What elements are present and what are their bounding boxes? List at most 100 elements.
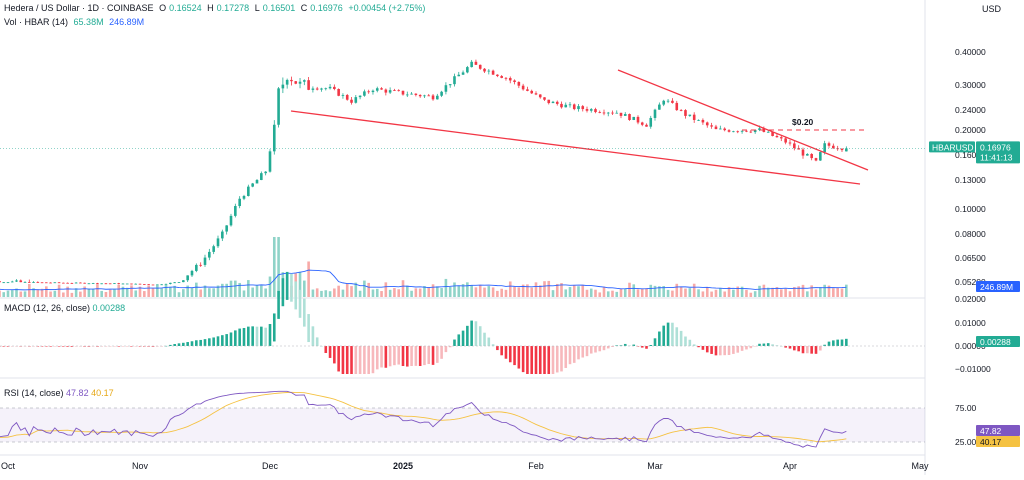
resistance-label: $0.20 <box>792 117 814 127</box>
candle-body <box>371 90 375 93</box>
candle-body <box>487 70 491 72</box>
macd-bar <box>294 281 298 310</box>
macd-bar <box>466 325 469 346</box>
macd-bar <box>173 343 176 346</box>
volume-bar <box>444 278 448 297</box>
candle-body <box>143 284 146 285</box>
macd-bar <box>410 346 413 366</box>
macd-bar <box>701 346 705 350</box>
candle-body <box>23 282 27 283</box>
candle-body <box>91 283 95 284</box>
candle-body <box>547 99 551 104</box>
macd-bar <box>551 346 555 374</box>
macd-bar <box>182 342 185 346</box>
candle-body <box>705 122 709 126</box>
macd-bar <box>585 346 589 357</box>
volume-bar <box>675 283 679 297</box>
candle-body <box>491 70 495 75</box>
macd-bar <box>547 346 551 374</box>
macd-bar <box>758 343 761 346</box>
time-tick-label: Apr <box>783 461 797 471</box>
macd-tag-bg <box>976 336 1020 347</box>
volume-bar <box>247 280 250 297</box>
candle-body <box>496 74 499 77</box>
candle-body <box>632 116 636 121</box>
candle-body <box>199 264 202 266</box>
macd-bar <box>679 330 683 346</box>
candle-body <box>242 196 246 199</box>
volume-bar <box>49 291 52 297</box>
macd-bar <box>645 346 648 349</box>
volume-bar <box>749 292 753 297</box>
macd-bar <box>45 346 48 347</box>
rsi-tick-label: 75.00 <box>955 403 977 413</box>
macd-bar <box>793 346 796 351</box>
macd-bar <box>125 346 129 347</box>
countdown-tag: 11:41:13 <box>980 152 1013 162</box>
candle-body <box>414 93 418 95</box>
candle-body <box>819 152 822 161</box>
macd-bar <box>444 346 448 353</box>
candle-body <box>431 95 435 100</box>
candle-body <box>517 82 521 86</box>
volume-bar <box>414 288 418 297</box>
volume-bar <box>341 289 345 297</box>
macd-bar <box>2 346 6 347</box>
volume-bar <box>354 282 358 297</box>
symbol-title: Hedera / US Dollar · 1D · COINBASE <box>4 3 154 13</box>
macd-bar <box>255 326 259 346</box>
candle-body <box>745 130 748 132</box>
rsi-tag: 47.82 <box>980 426 1002 436</box>
candle-body <box>45 282 48 284</box>
macd-bar <box>684 336 687 346</box>
volume-bar <box>530 287 534 297</box>
candle-body <box>749 131 753 133</box>
macd-bar <box>483 332 486 346</box>
macd-bar <box>697 346 700 348</box>
volume-bar <box>36 289 40 297</box>
macd-bar <box>478 326 482 346</box>
price-tick-label: 0.06500 <box>955 253 986 263</box>
volume-bar <box>333 288 336 297</box>
macd-bar <box>649 345 653 346</box>
volume-bar <box>779 289 783 297</box>
candle-body <box>32 282 35 283</box>
candle-body <box>315 88 319 90</box>
rsi-ma-tag: 40.17 <box>980 437 1002 447</box>
candle-body <box>418 94 422 97</box>
macd-bar <box>534 346 538 374</box>
macd-bar <box>513 346 516 366</box>
macd-bar <box>401 346 405 367</box>
candle-body <box>697 119 700 121</box>
volume-bar <box>649 284 653 297</box>
volume-bar <box>572 285 576 297</box>
candle-body <box>538 94 542 98</box>
volume-bar <box>478 285 482 297</box>
candle-body <box>845 148 848 152</box>
macd-bar <box>461 330 465 346</box>
volume-bar <box>268 276 272 297</box>
candle-body <box>581 106 585 110</box>
volume-bar <box>260 285 263 297</box>
macd-bar <box>328 346 332 358</box>
price-tick-label: 0.13000 <box>955 175 986 185</box>
macd-bar <box>264 327 267 346</box>
candle-body <box>823 143 826 153</box>
macd-bar <box>632 344 636 346</box>
macd-bar <box>474 321 478 346</box>
volume-bar <box>134 290 138 297</box>
volume-bar <box>801 284 805 297</box>
rsi-ma-value: 40.17 <box>91 388 114 398</box>
candle-body <box>225 225 228 232</box>
candle-body <box>0 281 1 283</box>
time-tick-label: Nov <box>132 461 149 471</box>
volume-bar <box>147 285 150 297</box>
macd-bar <box>208 338 211 346</box>
macd-bar <box>564 346 568 368</box>
macd-bar <box>247 326 250 346</box>
volume-bar <box>745 289 748 297</box>
macd-bar <box>526 346 529 374</box>
volume-bar <box>212 288 215 297</box>
